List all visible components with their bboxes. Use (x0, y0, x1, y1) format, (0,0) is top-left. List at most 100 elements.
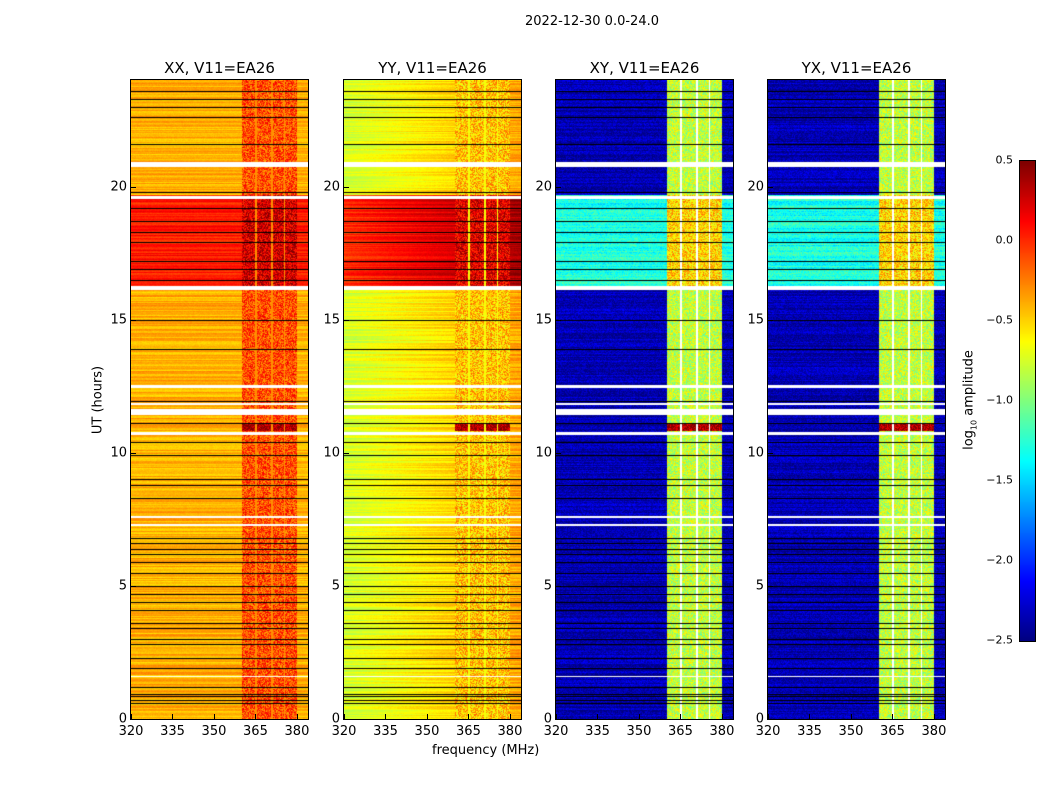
y-tick-label: 0 (543, 711, 552, 727)
x-tick-label: 365 (668, 724, 693, 739)
y-tick (344, 719, 349, 720)
y-tick-label: 10 (535, 445, 552, 461)
heatmap-panel (130, 79, 309, 720)
colorbar-label-log: log (961, 430, 977, 450)
x-tick (296, 714, 298, 719)
x-tick (172, 714, 174, 719)
heatmap-image (556, 80, 733, 719)
colorbar (1019, 160, 1036, 642)
x-tick (468, 714, 470, 719)
heatmap-image (131, 80, 308, 719)
x-tick (768, 714, 769, 719)
x-tick-label: 350 (626, 724, 652, 739)
heatmap-panel (767, 79, 946, 720)
x-tick-label: 335 (160, 724, 185, 739)
x-tick-label: 380 (921, 724, 947, 739)
colorbar-gradient (1020, 161, 1035, 641)
x-tick (556, 714, 557, 719)
y-tick (768, 452, 773, 454)
colorbar-label-rest: amplitude (961, 350, 977, 420)
y-tick (131, 319, 136, 321)
panel-title: XY, V11=EA26 (589, 59, 700, 77)
x-tick-label: 380 (284, 724, 310, 739)
y-tick (344, 319, 349, 321)
y-tick-label: 15 (747, 312, 764, 328)
y-tick (556, 186, 561, 188)
x-axis-label: frequency (MHz) (432, 743, 540, 758)
y-tick (768, 585, 773, 587)
panel-title: YY, V11=EA26 (378, 59, 487, 77)
x-tick-label: 320 (755, 724, 781, 739)
x-tick (131, 714, 132, 719)
y-tick (556, 585, 561, 587)
y-tick (556, 319, 561, 321)
x-tick-label: 365 (880, 724, 905, 739)
y-tick-label: 10 (323, 445, 340, 461)
y-axis-label: UT (hours) (90, 365, 106, 435)
x-tick (933, 714, 935, 719)
y-tick (131, 186, 136, 188)
x-tick (892, 714, 894, 719)
x-tick-label: 335 (585, 724, 610, 739)
x-tick (597, 714, 599, 719)
x-tick-label: 350 (201, 724, 227, 739)
y-tick (131, 585, 136, 587)
colorbar-tick-label: −1.5 (986, 473, 1013, 487)
x-tick-label: 350 (414, 724, 440, 739)
x-tick-label: 320 (118, 724, 144, 739)
x-tick (809, 714, 811, 719)
x-tick (850, 714, 852, 719)
x-tick (255, 714, 257, 719)
heatmap-image (768, 80, 945, 719)
y-tick-label: 20 (323, 179, 340, 194)
y-tick-label: 0 (755, 711, 764, 727)
y-tick-label: 5 (118, 578, 127, 594)
y-tick (131, 452, 136, 454)
x-tick-label: 365 (456, 724, 481, 739)
x-tick (680, 714, 682, 719)
y-tick (556, 452, 561, 454)
y-tick (131, 719, 136, 720)
x-tick (638, 714, 640, 719)
y-tick-label: 0 (331, 711, 340, 727)
colorbar-tick-label: −1.0 (986, 393, 1013, 407)
colorbar-label: log10 amplitude (962, 350, 979, 450)
x-tick-label: 335 (797, 724, 822, 739)
y-tick-label: 10 (110, 445, 127, 461)
colorbar-tick-label: −0.5 (986, 313, 1013, 327)
panel-title: XX, V11=EA26 (164, 59, 275, 77)
colorbar-tick-label: 0.5 (995, 153, 1014, 167)
colorbar-tick-label: −2.0 (986, 553, 1013, 567)
x-tick-label: 380 (497, 724, 523, 739)
colorbar-tick-label: −2.5 (986, 633, 1013, 647)
x-tick (385, 714, 387, 719)
y-tick (344, 452, 349, 454)
y-tick (556, 719, 561, 720)
y-tick-label: 20 (747, 179, 764, 194)
y-tick-label: 0 (118, 711, 127, 727)
panel-title: YX, V11=EA26 (801, 59, 912, 77)
y-tick-label: 5 (755, 578, 764, 594)
y-tick-label: 20 (535, 179, 552, 194)
x-tick (344, 714, 345, 719)
y-tick (768, 319, 773, 321)
y-tick (768, 719, 773, 720)
y-tick (344, 585, 349, 587)
y-tick-label: 20 (110, 179, 127, 194)
figure-title: 2022-12-30 0.0-24.0 (525, 14, 659, 29)
y-tick-label: 5 (331, 578, 340, 594)
heatmap-panel (555, 79, 734, 720)
colorbar-label-sub: 10 (969, 419, 979, 431)
x-tick-label: 320 (331, 724, 357, 739)
x-tick-label: 365 (243, 724, 268, 739)
heatmap-panel (343, 79, 522, 720)
x-tick (426, 714, 428, 719)
x-tick-label: 320 (543, 724, 569, 739)
y-tick-label: 10 (747, 445, 764, 461)
y-tick-label: 15 (110, 312, 127, 328)
colorbar-tick-label: 0.0 (995, 233, 1014, 247)
x-tick (509, 714, 511, 719)
y-tick (768, 186, 773, 188)
x-tick (213, 714, 215, 719)
